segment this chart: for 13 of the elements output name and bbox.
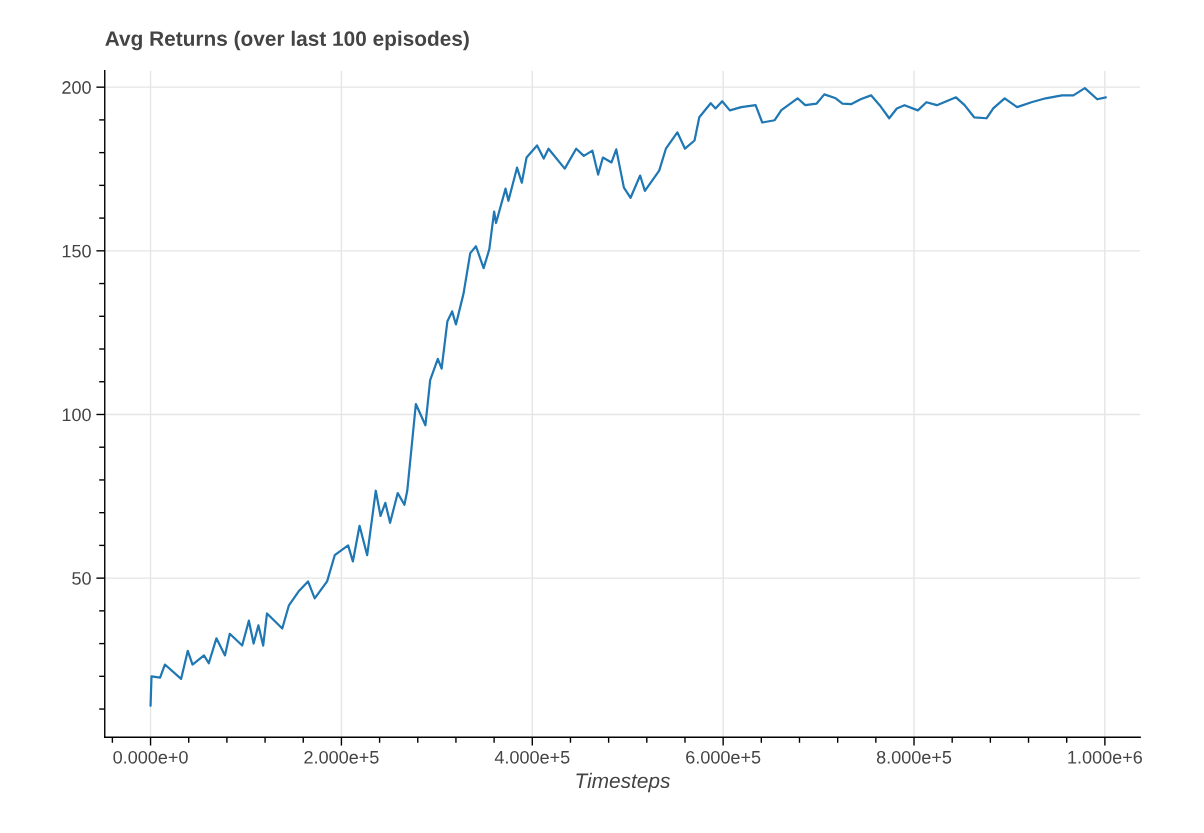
line-series xyxy=(149,87,1107,707)
x-tick-label: 4.000e+5 xyxy=(494,750,570,764)
x-tick-label: 0.000e+0 xyxy=(113,750,188,764)
x-axis-title: Timesteps xyxy=(576,772,670,793)
x-tick-label: 2.000e+5 xyxy=(304,750,379,764)
y-tick-label: 50 xyxy=(72,572,91,585)
x-tick-label: 1.000e+6 xyxy=(1068,750,1142,764)
y-tick-label: 200 xyxy=(62,81,91,94)
x-tick-label: 6.000e+5 xyxy=(686,750,761,764)
x-tick-label: 8.000e+5 xyxy=(876,750,952,764)
y-tick-label: 100 xyxy=(62,408,91,422)
y-tick-label: 150 xyxy=(62,244,91,258)
chart-title: Avg Returns (over last 100 episodes) xyxy=(105,30,469,51)
